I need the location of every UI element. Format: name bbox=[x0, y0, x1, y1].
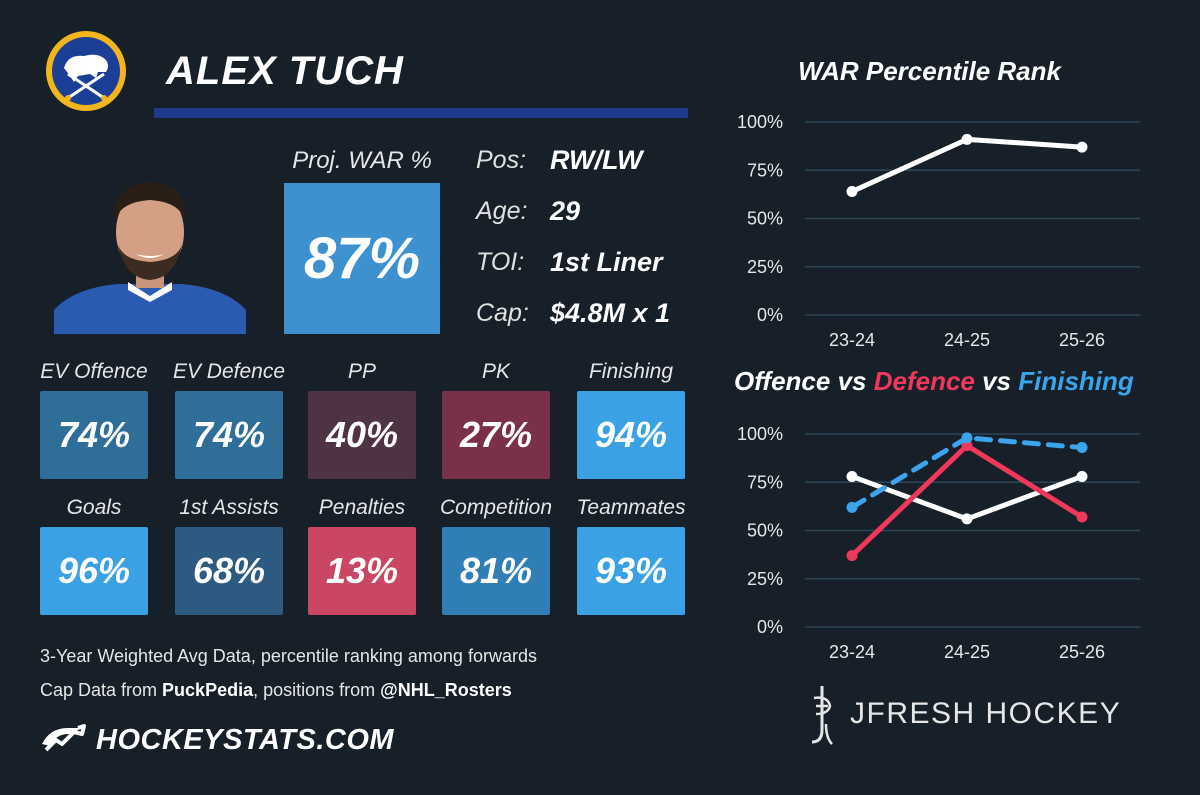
chart1-y-tick: 25% bbox=[747, 257, 783, 277]
tile-first-assists: 68% bbox=[175, 527, 283, 615]
chart2-y-tick: 50% bbox=[747, 521, 783, 541]
tile-label-competition: Competition bbox=[439, 496, 553, 519]
hockeystats-logo-icon bbox=[40, 722, 86, 754]
tile-competition: 81% bbox=[442, 527, 550, 615]
info-pos-value: RW/LW bbox=[550, 145, 643, 175]
info-age-label: Age: bbox=[476, 197, 528, 225]
chart2-x-tick: 24-25 bbox=[944, 642, 990, 662]
team-logo bbox=[44, 28, 128, 118]
chart2-point-finishing bbox=[1076, 442, 1088, 454]
info-age-value: 29 bbox=[550, 196, 581, 226]
chart2-point-defence bbox=[846, 550, 858, 562]
source-puckpedia-link[interactable]: PuckPedia bbox=[162, 680, 254, 700]
chart2-title-defence: Defence bbox=[873, 366, 975, 396]
chart2-title-finishing: Finishing bbox=[1018, 366, 1134, 396]
chart1-series-line bbox=[849, 136, 1085, 194]
chart2-y-tick: 25% bbox=[747, 569, 783, 589]
tile-goals: 96% bbox=[40, 527, 148, 615]
source-nhl-rosters-link[interactable]: @NHL_Rosters bbox=[380, 680, 512, 700]
chart1-y-tick: 50% bbox=[747, 209, 783, 229]
chart2-x-tick: 25-26 bbox=[1059, 642, 1105, 662]
chart1-x-tick: 24-25 bbox=[944, 330, 990, 350]
chart1-x-tick: 25-26 bbox=[1059, 330, 1105, 350]
tile-label-finishing: Finishing bbox=[588, 360, 674, 383]
tile-pp: 40% bbox=[308, 391, 416, 479]
info-cap-label: Cap: bbox=[476, 299, 529, 327]
jfresh-logo-icon bbox=[804, 684, 836, 746]
chart2-point-finishing bbox=[961, 432, 973, 444]
tile-ev-defence: 74% bbox=[175, 391, 283, 479]
chart2-x-tick: 23-24 bbox=[829, 642, 875, 662]
chart2-title-vs1: vs bbox=[830, 366, 874, 396]
info-pos-label: Pos: bbox=[476, 146, 527, 174]
chart2-point-finishing bbox=[846, 501, 858, 513]
chart2-y-tick: 0% bbox=[757, 617, 783, 637]
tile-label-penalties: Penalties bbox=[318, 496, 406, 519]
chart1-y-tick: 0% bbox=[757, 305, 783, 325]
chart1-point bbox=[1076, 141, 1088, 153]
chart2-y-tick: 100% bbox=[737, 424, 783, 444]
chart1-y-tick: 100% bbox=[737, 112, 783, 132]
chart2-point-defence bbox=[961, 440, 973, 452]
tile-teammates: 93% bbox=[577, 527, 685, 615]
chart2-point-offence bbox=[961, 513, 973, 525]
chart1-point bbox=[846, 185, 858, 197]
chart1-point bbox=[961, 133, 973, 145]
jfresh-brand-name: JFRESH HOCKEY bbox=[850, 697, 1122, 730]
tile-label-ev-offence: EV Offence bbox=[40, 360, 148, 383]
chart1-y-tick: 75% bbox=[747, 160, 783, 180]
chart1-x-tick: 23-24 bbox=[829, 330, 875, 350]
tile-ev-offence: 74% bbox=[40, 391, 148, 479]
tile-penalties: 13% bbox=[308, 527, 416, 615]
hockeystats-site-name[interactable]: HOCKEYSTATS.COM bbox=[96, 724, 395, 756]
player-headshot bbox=[54, 178, 246, 334]
chart2-title-vs2: vs bbox=[974, 366, 1019, 396]
info-toi-value: 1st Liner bbox=[550, 247, 663, 277]
chart2-point-offence bbox=[1076, 470, 1088, 482]
proj-war-label: Proj. WAR % bbox=[292, 147, 432, 174]
chart2-title-offence: Offence bbox=[734, 366, 831, 396]
footnote-prefix: Cap Data from bbox=[40, 680, 163, 700]
player-name: ALEX TUCH bbox=[166, 49, 404, 93]
tile-label-pp: PP bbox=[347, 360, 376, 383]
name-underline bbox=[154, 108, 688, 118]
tile-finishing: 94% bbox=[577, 391, 685, 479]
chart1-title: WAR Percentile Rank bbox=[798, 56, 1061, 86]
chart2-point-defence bbox=[1076, 511, 1088, 523]
footnote-middle: , positions from bbox=[253, 680, 381, 700]
info-cap-value: $4.8M x 1 bbox=[550, 298, 671, 328]
tile-label-first-assists: 1st Assists bbox=[179, 496, 279, 519]
chart2-point-offence bbox=[846, 470, 858, 482]
tile-label-pk: PK bbox=[481, 360, 510, 383]
footnote-method: 3-Year Weighted Avg Data, percentile ran… bbox=[40, 646, 537, 666]
offence-defence-finishing-chart: 0% 25% 50% 75% 100% 23-24 24-25 25-26 bbox=[737, 424, 1140, 662]
footnote-sources: Cap Data from PuckPedia, positions from … bbox=[40, 678, 512, 702]
info-toi-label: TOI: bbox=[476, 248, 525, 276]
tile-label-ev-defence: EV Defence bbox=[172, 360, 286, 383]
proj-war-value: 87% bbox=[284, 183, 440, 334]
tile-label-goals: Goals bbox=[66, 496, 122, 519]
chart2-title: Offence vs Defence vs Finishing bbox=[734, 364, 1134, 398]
tile-pk: 27% bbox=[442, 391, 550, 479]
chart2-series-line-defence bbox=[849, 443, 1085, 559]
chart2-y-tick: 75% bbox=[747, 472, 783, 492]
tile-label-teammates: Teammates bbox=[576, 496, 686, 519]
war-percentile-chart: 0% 25% 50% 75% 100% 23-24 24-25 25-26 bbox=[737, 112, 1140, 350]
